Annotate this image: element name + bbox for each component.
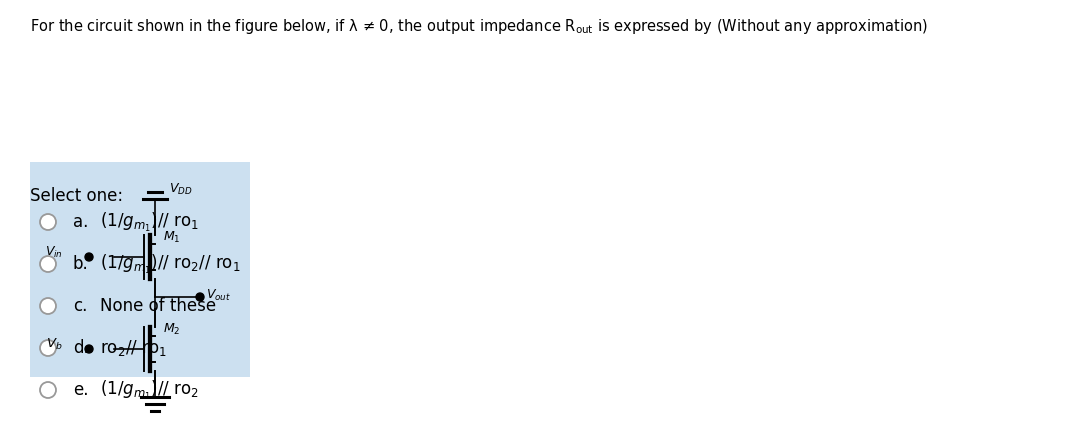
FancyBboxPatch shape [30,162,249,377]
Circle shape [40,256,56,272]
Text: d.: d. [73,339,89,357]
Text: For the circuit shown in the figure below, if λ ≠ 0, the output impedance R$_\ma: For the circuit shown in the figure belo… [30,17,929,36]
Text: Select one:: Select one: [30,187,123,205]
Text: None of these: None of these [100,297,216,315]
Text: a.: a. [73,213,89,231]
Text: $V_{DD}$: $V_{DD}$ [168,182,192,197]
Text: e.: e. [73,381,89,399]
Text: $(1/g_{m_1})$// ro$_2$: $(1/g_{m_1})$// ro$_2$ [100,378,199,402]
Text: $(1/g_{m_1})$// ro$_2$// ro$_1$: $(1/g_{m_1})$// ro$_2$// ro$_1$ [100,252,241,276]
Text: $V_{out}$: $V_{out}$ [206,287,231,302]
Circle shape [85,253,93,261]
Text: $V_b$: $V_b$ [46,337,63,352]
Circle shape [195,293,204,301]
Text: $M_1$: $M_1$ [163,230,180,245]
Circle shape [40,382,56,398]
Text: b.: b. [73,255,89,273]
Text: $M_2$: $M_2$ [163,322,180,337]
Text: $(1/g_{m_1})$// ro$_1$: $(1/g_{m_1})$// ro$_1$ [100,210,199,234]
Text: $V_{in}$: $V_{in}$ [45,245,63,260]
Text: c.: c. [73,297,87,315]
Text: ro$_2$// ro$_1$: ro$_2$// ro$_1$ [100,338,167,358]
Circle shape [40,298,56,314]
Circle shape [40,340,56,356]
Circle shape [40,214,56,230]
Circle shape [85,345,93,353]
